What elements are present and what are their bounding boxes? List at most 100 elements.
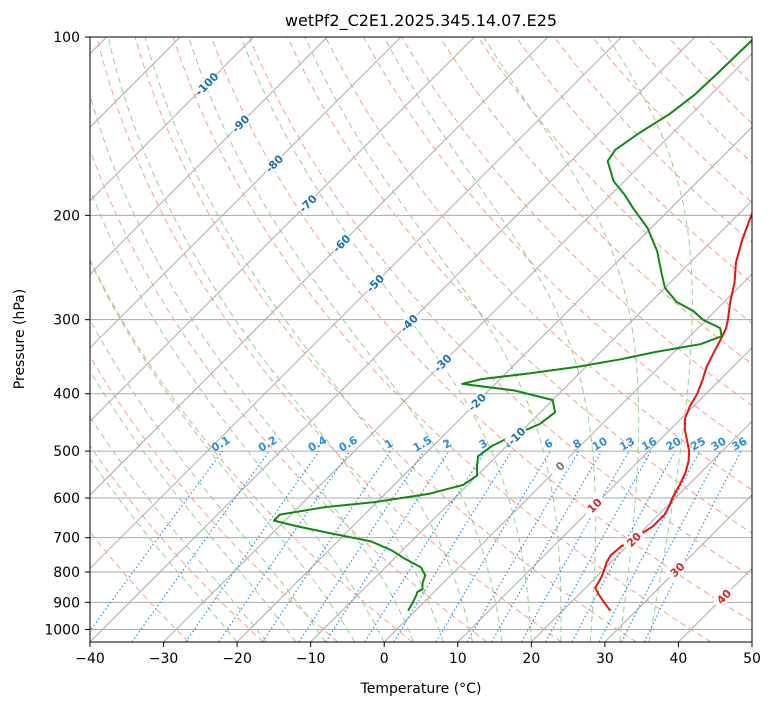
isotherm-label-bg bbox=[363, 271, 388, 296]
plot-area: 0.10.20.40.611.52346810131620253036-100-… bbox=[89, 36, 753, 643]
dry-adiabat bbox=[210, 37, 752, 623]
dry-adiabat bbox=[134, 37, 637, 642]
mixing-ratio-line bbox=[218, 450, 351, 642]
mixing-ratio-line bbox=[261, 450, 391, 642]
isotherm-label: -30 bbox=[431, 351, 454, 374]
temperature-profile bbox=[594, 211, 752, 612]
y-tick-label: 1000 bbox=[44, 622, 80, 638]
mixing-ratio-line bbox=[571, 450, 676, 642]
dry-adiabat bbox=[90, 355, 339, 642]
moist-adiabat bbox=[483, 37, 640, 642]
y-tick-label: 700 bbox=[53, 531, 80, 547]
x-tick-label: −30 bbox=[149, 651, 179, 667]
mixing-ratio-line bbox=[466, 450, 580, 642]
isotherm-label-bg bbox=[548, 454, 573, 479]
isotherm-line bbox=[90, 37, 402, 349]
isotherm-label: -100 bbox=[193, 70, 222, 99]
mixing-ratio-line bbox=[598, 450, 701, 642]
plot-frame bbox=[89, 36, 753, 643]
isotherm-line bbox=[678, 567, 752, 642]
moist-adiabat bbox=[90, 369, 297, 642]
y-tick-label: 200 bbox=[53, 208, 80, 224]
isotherm-label: -40 bbox=[398, 312, 421, 335]
x-tick-label: 10 bbox=[449, 651, 467, 667]
dry-adiabat bbox=[90, 531, 190, 642]
isotherm-line bbox=[90, 37, 622, 570]
dry-adiabat bbox=[90, 445, 264, 642]
dry-adiabat bbox=[706, 37, 752, 85]
x-tick-label: 30 bbox=[596, 651, 614, 667]
moist-adiabat bbox=[90, 188, 385, 642]
isotherm-label-bg bbox=[262, 151, 287, 176]
moist-adiabat bbox=[90, 259, 356, 642]
isotherm-label-bg bbox=[464, 390, 490, 415]
y-tick-label: 400 bbox=[53, 387, 80, 403]
dry-adiabat bbox=[90, 258, 413, 642]
axis-ticks: −40 −30 −20 −10 0 10 20 30 40 50 100 200 300 400 500 60… bbox=[44, 30, 761, 667]
isotherm-label-bg bbox=[396, 311, 421, 336]
isotherm-line bbox=[751, 641, 752, 642]
moist-adiabat bbox=[90, 415, 267, 642]
x-tick-label: 40 bbox=[670, 651, 688, 667]
isotherm-line bbox=[236, 126, 752, 642]
dry-adiabat bbox=[629, 37, 752, 164]
y-tick-label: 300 bbox=[53, 313, 80, 329]
mixing-ratio-line bbox=[298, 450, 425, 642]
isotherm-line bbox=[90, 37, 696, 642]
y-tick-label: 100 bbox=[53, 30, 80, 46]
dry-adiabat bbox=[248, 37, 752, 578]
y-axis-label: Pressure (hPa) bbox=[12, 289, 28, 389]
isotherm-line bbox=[90, 37, 475, 423]
mixing-ratio-line bbox=[643, 450, 742, 642]
dry-adiabat bbox=[439, 37, 752, 365]
moist-adiabat bbox=[144, 37, 473, 642]
x-tick-label: 20 bbox=[522, 651, 540, 667]
dry-adiabat bbox=[90, 148, 488, 642]
isotherm-label-bg bbox=[228, 111, 253, 136]
isotherm-line bbox=[604, 494, 752, 642]
chart-title: wetPf2_C2E1.2025.345.14.07.E25 bbox=[285, 11, 557, 31]
moist-adiabat bbox=[607, 37, 693, 642]
mixing-ratio-line bbox=[325, 450, 450, 642]
isotherm-line bbox=[90, 37, 549, 496]
isotherm-label-bg bbox=[711, 584, 736, 609]
dry-adiabat bbox=[477, 37, 752, 324]
x-tick-label: −20 bbox=[222, 651, 252, 667]
dry-adiabat bbox=[96, 37, 562, 642]
isotherm-line bbox=[457, 347, 752, 642]
moist-adiabat bbox=[304, 37, 562, 642]
dry-adiabat bbox=[172, 37, 712, 642]
isotherm-label-bg bbox=[504, 424, 529, 449]
dry-adiabat bbox=[744, 37, 752, 46]
dry-adiabat bbox=[325, 37, 752, 491]
mixing-ratio-line bbox=[545, 450, 652, 642]
mixing-ratio-line bbox=[90, 450, 223, 632]
dry-adiabat bbox=[286, 37, 752, 534]
moist-adiabat bbox=[107, 37, 444, 642]
isotherm-label-bg bbox=[621, 527, 646, 552]
mixing-ratio-line bbox=[520, 450, 630, 642]
isotherm-label-bg bbox=[665, 557, 690, 582]
isotherm-label-bg bbox=[194, 71, 219, 96]
isotherm-label-bg bbox=[329, 231, 354, 256]
isotherm-line bbox=[90, 37, 255, 202]
mixing-ratio-label: 2 bbox=[441, 437, 454, 452]
mixing-ratio-line bbox=[131, 450, 270, 642]
isotherm-label-bg bbox=[582, 493, 607, 518]
y-tick-label: 600 bbox=[53, 491, 80, 507]
x-tick-label: 50 bbox=[743, 651, 761, 667]
mixing-ratio-line bbox=[393, 450, 513, 642]
y-tick-label: 800 bbox=[53, 565, 80, 581]
dry-adiabat bbox=[591, 37, 752, 204]
isotherm-line bbox=[163, 52, 752, 642]
isotherm-label-bg bbox=[295, 191, 320, 216]
moist-adiabat bbox=[383, 37, 597, 642]
isotherm-line bbox=[90, 37, 328, 275]
moist-adiabat bbox=[240, 37, 532, 642]
x-tick-label: −40 bbox=[75, 651, 105, 667]
moist-adiabat bbox=[90, 93, 415, 642]
dewpoint-profile bbox=[272, 38, 752, 612]
isotherm-label: -50 bbox=[364, 272, 387, 295]
y-tick-label: 900 bbox=[53, 595, 80, 611]
